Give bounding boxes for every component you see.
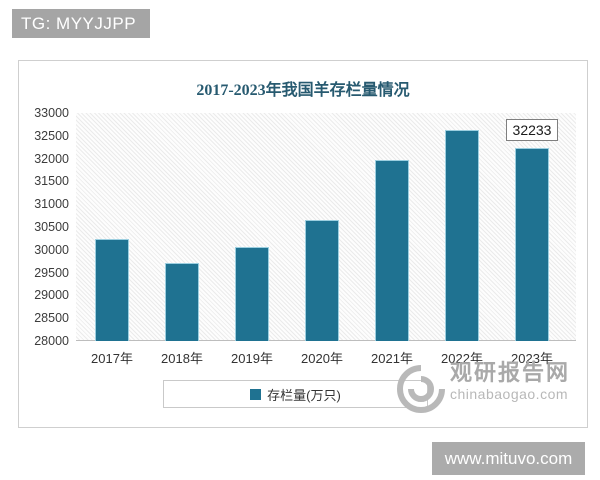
chart-panel: 2017-2023年我国羊存栏量情况 33000 32500 32000 31500 3… [18, 60, 588, 428]
bar-2017年 [95, 239, 129, 341]
bar-2023年 [515, 148, 549, 341]
mituvo-watermark-bar: www.mituvo.com [432, 442, 585, 475]
plot-area [76, 113, 576, 341]
x-axis-tick-label: 2019年 [231, 351, 273, 366]
bar-2020年 [305, 220, 339, 341]
y-axis-tick-label: 33000 [34, 106, 69, 120]
x-axis-tick-label: 2018年 [161, 351, 203, 366]
x-axis-tick-label: 2023年 [511, 351, 553, 366]
y-axis-tick-label: 30500 [34, 220, 69, 234]
y-axis-tick-label: 31500 [34, 174, 69, 189]
x-axis-tick-label: 2017年 [91, 351, 133, 366]
y-axis-tick-label: 28500 [34, 311, 69, 326]
bar-2022年 [445, 130, 479, 341]
telegram-watermark-badge: TG: MYYJJPP [12, 9, 150, 38]
legend-series-label: 存栏量(万只) [267, 387, 341, 403]
chart-title: 2017-2023年我国羊存栏量情况 [196, 82, 410, 99]
y-axis-tick-label: 29000 [34, 288, 69, 303]
bar-2021年 [375, 160, 409, 341]
data-label-2023: 32233 [506, 119, 558, 141]
bar-2018年 [165, 263, 199, 341]
x-axis-tick-label: 2021年 [371, 351, 413, 366]
y-axis-tick-label: 28000 [34, 334, 69, 348]
legend: 存栏量(万只) [163, 380, 428, 408]
y-axis-tick-label: 31000 [34, 197, 69, 212]
bar-2019年 [235, 247, 269, 341]
y-axis-tick-label: 32000 [34, 151, 69, 166]
x-axis-tick-label: 2022年 [441, 351, 483, 366]
y-axis-tick-label: 29500 [34, 265, 69, 280]
y-axis-tick-label: 30000 [34, 242, 69, 257]
legend-swatch-icon [250, 388, 262, 400]
x-axis-tick-label: 2020年 [301, 351, 343, 366]
y-axis-tick-label: 32500 [34, 128, 69, 143]
